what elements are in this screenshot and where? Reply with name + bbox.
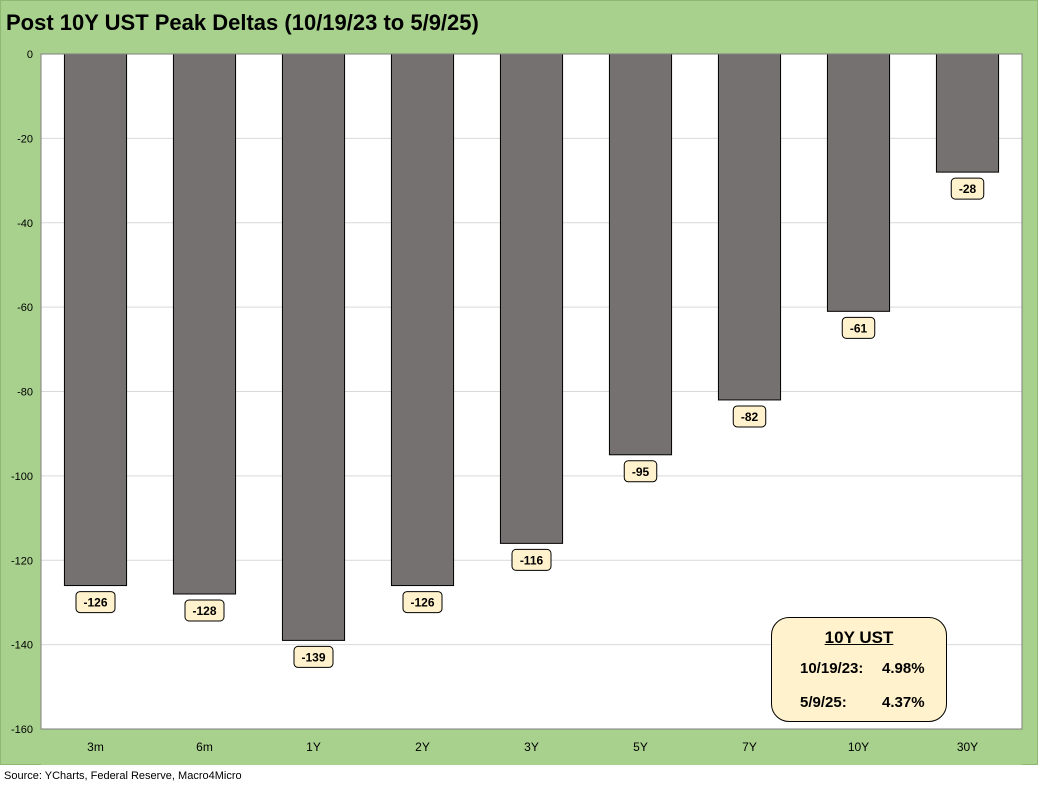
bar-3m: [63, 53, 128, 587]
x-tick-label: 2Y: [415, 740, 430, 754]
x-tick-label: 10Y: [848, 740, 869, 754]
data-label: -61: [850, 321, 868, 335]
ust-info-box: 10Y UST 10/19/23: 4.98% 5/9/25: 4.37%: [771, 617, 947, 722]
data-label-box: [75, 591, 116, 614]
data-label: -126: [410, 596, 434, 610]
x-axis-ticks: 3m 6m 1Y 2Y 3Y 5Y 7Y 10Y 30Y: [87, 740, 978, 754]
data-label-box: [293, 645, 334, 668]
bar-2y: [390, 53, 455, 587]
data-label-box: [511, 548, 552, 571]
y-tick-label: -120: [11, 555, 33, 567]
info-row-date: 5/9/25:: [800, 694, 847, 711]
info-row-end: 5/9/25: 4.37%: [800, 694, 925, 711]
info-row-start: 10/19/23: 4.98%: [800, 660, 925, 677]
x-tick-label: 30Y: [957, 740, 978, 754]
info-row-date: 10/19/23:: [800, 660, 864, 677]
chart-title: Post 10Y UST Peak Deltas (10/19/23 to 5/…: [6, 10, 479, 35]
data-label-box: [732, 405, 767, 428]
y-tick-label: -100: [11, 471, 33, 483]
data-label: -128: [192, 604, 216, 618]
y-tick-label: -60: [17, 302, 33, 314]
bars: [63, 53, 1000, 641]
data-label: -139: [301, 650, 325, 664]
x-tick-label: 7Y: [742, 740, 757, 754]
data-label: -126: [83, 596, 107, 610]
data-label-box: [184, 599, 225, 622]
source-note: Source: YCharts, Federal Reserve, Macro4…: [4, 770, 242, 782]
bar-7y: [717, 53, 782, 401]
x-tick-label: 1Y: [306, 740, 321, 754]
y-axis-ticks: 0 -20 -40 -60 -80 -100 -120 -140 -160: [11, 49, 33, 736]
y-tick-label: -160: [11, 724, 33, 736]
data-label: -82: [741, 410, 759, 424]
y-tick-label: 0: [27, 49, 33, 61]
info-box-title: 10Y UST: [824, 628, 894, 647]
data-labels: -126 -128 -139 -126 -116 -95 -82 -61 -28: [75, 177, 985, 668]
data-label: -116: [520, 553, 544, 567]
y-tick-label: -20: [17, 133, 33, 145]
bar-3y: [499, 53, 564, 544]
data-label-box: [841, 316, 876, 339]
bar-5y: [608, 53, 673, 456]
data-label-box: [402, 591, 443, 614]
x-tick-label: 6m: [196, 740, 213, 754]
x-tick-label: 3m: [87, 740, 104, 754]
plot-border: [40, 53, 1023, 730]
x-tick-label: 3Y: [524, 740, 539, 754]
data-label: -95: [632, 465, 650, 479]
data-label: -28: [959, 182, 977, 196]
bar-1y: [281, 53, 346, 641]
x-tick-label: 5Y: [633, 740, 648, 754]
y-tick-label: -140: [11, 640, 33, 652]
info-row-value: 4.37%: [882, 694, 925, 711]
bar-10y: [826, 53, 891, 312]
info-row-value: 4.98%: [882, 660, 925, 677]
y-tick-label: -80: [17, 387, 33, 399]
y-tick-label: -40: [17, 218, 33, 230]
bar-6m: [172, 53, 237, 595]
data-label-box: [950, 177, 985, 200]
data-label-box: [623, 460, 658, 483]
bar-30y: [935, 53, 1000, 173]
